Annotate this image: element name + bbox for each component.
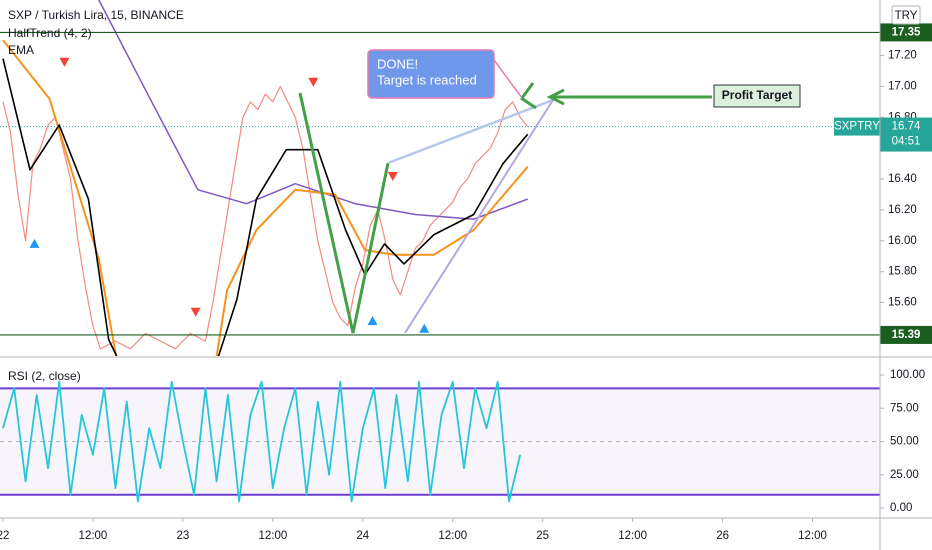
level-label-box: [880, 325, 932, 344]
y-tick-label: 17.20: [888, 50, 917, 62]
y-tick-label: 16.00: [888, 235, 917, 247]
indicator-label: EMA: [8, 43, 34, 57]
x-tick-label: 12:00: [618, 530, 647, 542]
rsi-tick-label: 0.00: [890, 502, 912, 514]
sell-signal: [59, 57, 70, 67]
x-tick-label: 12:00: [79, 530, 108, 542]
y-tick-label: 16.20: [888, 204, 917, 216]
buy-signal: [29, 238, 40, 248]
y-tick-label: 16.40: [888, 173, 917, 185]
symbol-label: SXPTRY: [834, 121, 880, 133]
rsi-tick-label: 75.00: [890, 402, 919, 414]
arrow-head: [546, 88, 565, 106]
rsi-pane: [0, 380, 880, 503]
countdown-label: 04:51: [892, 136, 921, 148]
x-tick-label: 26: [716, 530, 729, 542]
zigzag-pattern: [298, 92, 390, 334]
label-box: [713, 84, 801, 108]
level-label: 17.35: [892, 26, 921, 38]
axes: 15.6015.8016.0016.2016.4016.8017.0017.20…: [0, 23, 932, 542]
price-pane: [0, 0, 880, 356]
callout-title: DONE!: [377, 56, 418, 71]
level-label-box: [880, 23, 932, 42]
buy-signal: [419, 323, 430, 333]
series-line: [2, 39, 529, 356]
rsi-title: RSI (2, close): [8, 369, 81, 383]
symbol-box: [834, 117, 880, 136]
profit-target-label: Profit Target: [722, 88, 792, 102]
y-tick-label: 17.00: [888, 80, 917, 92]
x-tick-label: 24: [356, 530, 369, 542]
rsi-tick-label: 25.00: [890, 469, 919, 481]
x-tick-label: 12:00: [438, 530, 467, 542]
x-tick-label: 22: [0, 530, 9, 542]
buy-signal: [367, 316, 378, 326]
sell-signal: [387, 171, 398, 181]
upper-trendline: [387, 98, 554, 165]
lower-trendline: [404, 99, 554, 334]
drawings: DONE! Target is reached Profit Target: [298, 49, 801, 334]
currency-box[interactable]: [891, 5, 921, 25]
callout-pointer: [493, 59, 523, 99]
check-mark: [520, 96, 537, 110]
series-line: [2, 58, 529, 356]
symbol-title: SXP / Turkish Lira, 15, BINANCE: [8, 8, 184, 22]
sell-signal: [308, 77, 319, 87]
series-line: [98, 0, 528, 220]
check-mark: [520, 82, 535, 99]
price-box: [880, 117, 932, 152]
y-tick-label: 15.60: [888, 297, 917, 309]
sell-signal: [190, 307, 201, 317]
rsi-tick-label: 50.00: [890, 436, 919, 448]
x-tick-label: 12:00: [798, 530, 827, 542]
time-axis: 22 12:00 23 12:00 24 12:00 25 12:00 26 12:00: [0, 518, 827, 542]
x-tick-label: 23: [176, 530, 189, 542]
x-tick-label: 25: [536, 530, 549, 542]
x-tick-label: 12:00: [258, 530, 287, 542]
y-tick-label: 15.80: [888, 266, 917, 278]
callout-box: [367, 49, 495, 99]
callout-text: Target is reached: [377, 72, 477, 87]
rsi-tick-label: 100.00: [890, 369, 925, 381]
series-line: [2, 85, 529, 350]
currency-label[interactable]: TRY: [895, 10, 918, 22]
level-label: 15.39: [892, 329, 921, 341]
indicator-label: HalfTrend (4, 2): [8, 26, 92, 40]
price-label: 16.74: [892, 121, 921, 133]
series-line: [2, 380, 522, 503]
